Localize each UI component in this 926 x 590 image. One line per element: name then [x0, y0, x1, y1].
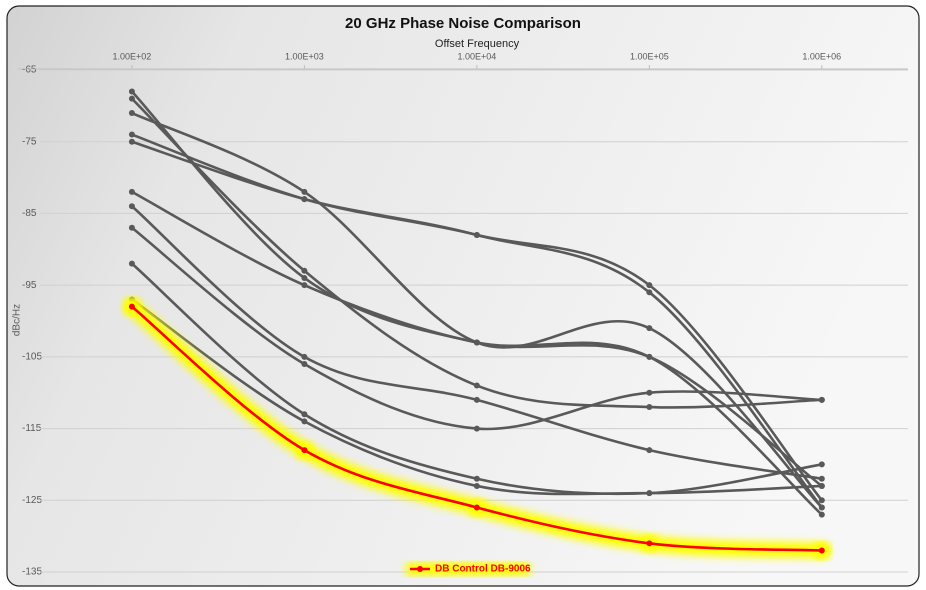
data-point — [646, 289, 653, 296]
data-point — [128, 303, 135, 310]
data-point — [646, 447, 653, 454]
y-tick-label: -85 — [22, 208, 37, 219]
data-point — [646, 404, 653, 411]
data-point — [646, 540, 653, 547]
y-tick-label: -95 — [22, 280, 37, 291]
x-tick-label: 1.00E+03 — [285, 51, 324, 61]
data-point — [473, 396, 480, 403]
y-tick-label: -125 — [22, 495, 42, 506]
y-tick-label: -65 — [22, 65, 37, 76]
data-point — [473, 425, 480, 432]
series-line — [131, 140, 823, 509]
data-point — [128, 138, 135, 145]
data-point — [818, 475, 825, 482]
data-point — [818, 461, 825, 468]
data-point — [301, 267, 308, 274]
data-point — [301, 282, 308, 289]
data-point — [301, 274, 308, 281]
data-point — [473, 504, 480, 511]
data-point — [301, 411, 308, 418]
data-point — [128, 95, 135, 102]
data-point — [128, 224, 135, 231]
legend-label: DB Control DB-9006 — [435, 564, 531, 575]
chart-frame — [6, 5, 920, 587]
data-point — [301, 361, 308, 368]
data-point — [473, 475, 480, 482]
data-point — [301, 418, 308, 425]
data-point — [301, 353, 308, 360]
data-point — [128, 131, 135, 138]
data-point — [646, 282, 653, 289]
chart-title: 20 GHz Phase Noise Comparison — [345, 15, 581, 32]
data-point — [473, 339, 480, 346]
data-point — [301, 196, 308, 203]
y-tick-label: -135 — [22, 567, 42, 578]
data-point — [646, 490, 653, 497]
data-point — [128, 188, 135, 195]
data-point — [473, 482, 480, 489]
data-point — [818, 396, 825, 403]
legend-marker — [417, 566, 423, 572]
legend-glow — [406, 562, 530, 576]
data-point — [818, 482, 825, 489]
y-tick-label: -75 — [22, 136, 37, 147]
data-point — [473, 231, 480, 238]
data-point — [128, 203, 135, 210]
data-point — [646, 325, 653, 332]
data-point — [818, 504, 825, 511]
data-point — [818, 497, 825, 504]
data-point — [646, 389, 653, 396]
data-point — [473, 382, 480, 389]
data-point — [818, 511, 825, 518]
data-point — [301, 188, 308, 195]
data-point — [128, 88, 135, 95]
x-tick-label: 1.00E+04 — [457, 51, 496, 61]
series-line — [130, 97, 822, 409]
x-axis-title: Offset Frequency — [435, 38, 520, 50]
y-tick-label: -105 — [22, 351, 42, 362]
data-point — [301, 447, 308, 454]
data-point — [128, 110, 135, 117]
data-point — [646, 353, 653, 360]
x-tick-label: 1.00E+05 — [630, 51, 669, 61]
y-tick-label: -115 — [22, 423, 42, 434]
data-point — [818, 547, 825, 554]
data-point — [128, 260, 135, 267]
y-axis-title: dBc/Hz — [12, 304, 23, 336]
x-tick-label: 1.00E+06 — [802, 51, 841, 61]
x-tick-label: 1.00E+02 — [113, 51, 152, 61]
